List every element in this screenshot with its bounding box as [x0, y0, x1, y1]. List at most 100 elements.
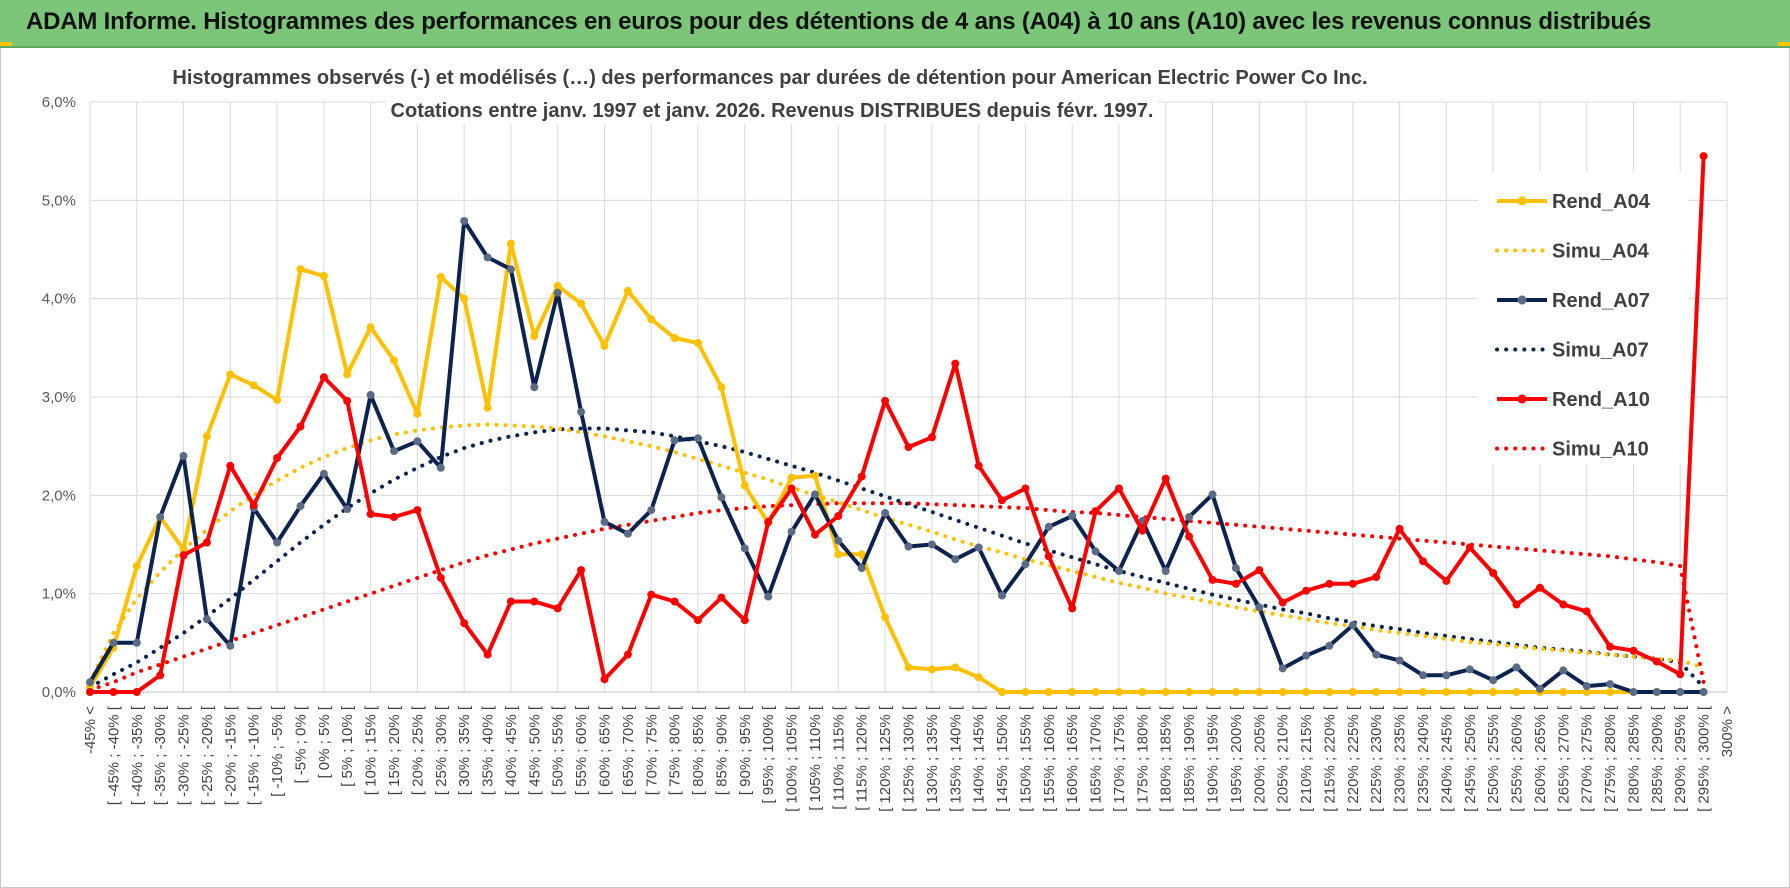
data-point [1582, 682, 1591, 691]
data-point [834, 536, 843, 545]
data-point [1512, 600, 1521, 609]
x-tick-label: [ 225% ; 230% [ [1368, 705, 1385, 812]
data-point [390, 513, 398, 521]
data-point [857, 472, 866, 481]
y-tick-label: 1,0% [42, 586, 76, 603]
data-point [577, 566, 586, 575]
data-point [1676, 670, 1685, 679]
x-tick-label: [ 155% ; 160% [ [1041, 705, 1058, 812]
data-point [1535, 685, 1544, 693]
data-point [1091, 507, 1100, 516]
data-point [927, 540, 936, 549]
data-point [319, 469, 328, 478]
data-point [647, 315, 656, 324]
data-point [904, 663, 913, 672]
x-tick-label: [ 220% ; 225% [ [1345, 705, 1362, 812]
x-tick-label: [ 215% ; 220% [ [1321, 705, 1338, 812]
data-point [553, 288, 562, 297]
data-point [460, 294, 469, 303]
x-tick-label: [ 160% ; 165% [ [1064, 705, 1081, 812]
data-point [740, 616, 749, 625]
x-tick-label: [ 290% ; 295% [ [1672, 705, 1689, 812]
data-point [249, 501, 258, 510]
data-point [436, 573, 445, 582]
x-tick-label: [ 235% ; 240% [ [1415, 705, 1432, 812]
data-point [974, 543, 983, 552]
data-point [366, 323, 375, 332]
x-tick-label: [ 35% ; 40% [ [480, 705, 497, 795]
data-point [156, 671, 165, 680]
data-point [1512, 688, 1521, 696]
x-tick-label: [ 30% ; 35% [ [456, 705, 473, 795]
data-point [1559, 688, 1568, 696]
data-point [717, 383, 726, 392]
x-tick-label: [ 245% ; 250% [ [1462, 705, 1479, 812]
y-tick-label: 3,0% [42, 389, 76, 406]
data-point [694, 434, 702, 443]
data-point [413, 506, 422, 515]
data-point [390, 447, 398, 456]
y-tick-label: 5,0% [42, 192, 76, 209]
data-point [740, 481, 749, 490]
data-point [343, 370, 352, 379]
data-point [1535, 583, 1544, 592]
x-tick-label: [ 145% ; 150% [ [994, 705, 1011, 812]
data-point [1068, 688, 1077, 696]
data-point [811, 530, 819, 539]
data-point [1138, 688, 1147, 696]
x-tick-label: [ -15% ; -10% [ [246, 705, 263, 805]
data-point [1115, 688, 1123, 696]
x-tick-label: [ 270% ; 275% [ [1579, 705, 1596, 812]
data-point [1208, 575, 1217, 584]
data-point [86, 678, 94, 687]
data-point [881, 509, 890, 517]
data-point [343, 396, 352, 405]
data-point [506, 239, 515, 248]
data-point [1559, 600, 1568, 609]
data-point [1465, 688, 1474, 696]
x-tick-label: [ -25% ; -20% [ [199, 705, 216, 805]
data-point [1255, 566, 1264, 575]
x-tick-label: [ 90% ; 95% [ [737, 705, 754, 795]
data-point [764, 517, 773, 526]
data-point [904, 542, 913, 551]
data-point [904, 443, 913, 452]
data-point [273, 538, 282, 547]
x-tick-label: [ 250% ; 255% [ [1485, 705, 1502, 812]
data-point [1044, 552, 1053, 561]
x-tick-label: [ 170% ; 175% [ [1111, 705, 1128, 812]
x-tick-label: [ 140% ; 145% [ [971, 705, 988, 812]
x-tick-label: [ 275% ; 280% [ [1602, 705, 1619, 812]
data-point [717, 593, 726, 602]
data-point [273, 395, 282, 404]
x-tick-label: [ 285% ; 290% [ [1649, 705, 1666, 812]
data-point [1465, 665, 1474, 674]
x-tick-label: [ -20% ; -15% [ [222, 705, 239, 805]
data-point [1208, 490, 1217, 499]
data-point [577, 299, 586, 308]
data-point [1185, 688, 1194, 696]
data-point [296, 502, 305, 511]
data-point [623, 650, 632, 659]
data-point [1231, 564, 1240, 573]
data-point [623, 286, 632, 295]
data-point [86, 688, 94, 696]
data-point [1419, 671, 1427, 680]
data-point [1676, 688, 1685, 696]
data-point [1606, 688, 1615, 696]
data-point [1091, 688, 1100, 696]
data-point [974, 461, 983, 470]
data-point [764, 592, 773, 601]
x-tick-label: [ 190% ; 195% [ [1205, 705, 1222, 812]
data-point [1606, 680, 1615, 689]
data-point [202, 432, 211, 441]
data-point [998, 688, 1006, 696]
x-tick-label: [ -35% ; -30% [ [152, 705, 169, 805]
banner-title: ADAM Informe. Histogrammes des performan… [26, 8, 1652, 35]
data-point [647, 506, 656, 515]
x-tick-label: [ 15% ; 20% [ [386, 705, 403, 795]
data-point [1606, 642, 1615, 651]
x-tick-label: [ 85% ; 90% [ [713, 705, 730, 795]
data-point [202, 538, 211, 547]
